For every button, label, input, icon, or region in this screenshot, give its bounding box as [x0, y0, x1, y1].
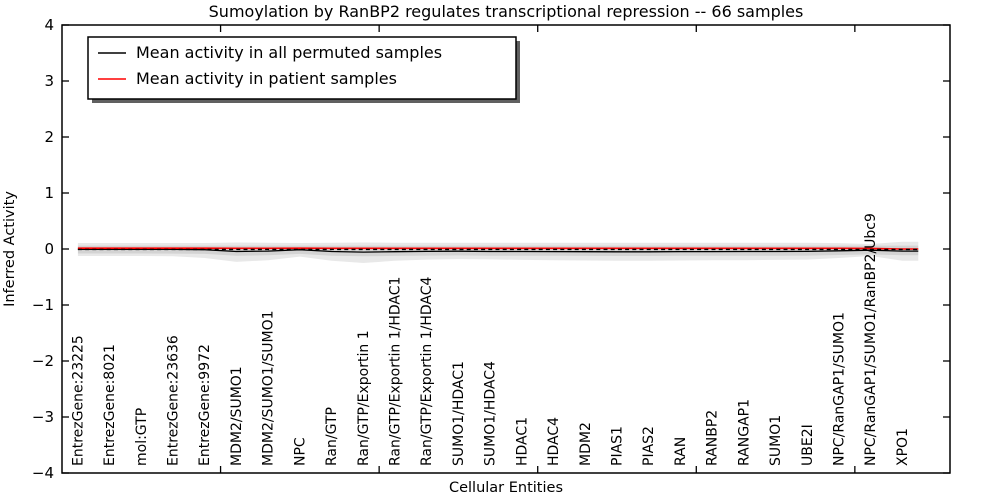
y-tick-labels: 4 3 2 1 0 −1 −2 −3 −4 [32, 16, 54, 482]
y-tick-label: −1 [32, 296, 54, 314]
mean-permuted-line [77, 248, 919, 253]
x-category-label: HDAC1 [514, 417, 530, 466]
confidence-band-outer [77, 241, 919, 263]
x-category-label: SUMO1/HDAC4 [483, 361, 499, 466]
x-category-label: RANBP2 [705, 410, 721, 466]
legend-patient-label: Mean activity in patient samples [136, 69, 397, 88]
x-category-label: PIAS1 [610, 426, 626, 466]
x-category-label: SUMO1/HDAC1 [451, 361, 467, 466]
x-category-label: mol:GTP [134, 408, 150, 466]
chart-title: Sumoylation by RanBP2 regulates transcri… [209, 2, 804, 21]
y-tick-label: 4 [44, 16, 54, 34]
x-category-label: Ran/GTP/Exportin 1 [356, 330, 372, 466]
x-category-labels: EntrezGene:23225 EntrezGene:8021 mol:GTP En… [70, 213, 911, 466]
legend-permuted-label: Mean activity in all permuted samples [136, 43, 442, 62]
y-tick-label: −3 [32, 408, 54, 426]
mean-patient-line [77, 247, 919, 250]
x-category-label: EntrezGene:9972 [197, 344, 213, 466]
x-category-label: RANGAP1 [736, 399, 752, 466]
y-tick-label: 0 [44, 240, 54, 258]
x-category-label: NPC/RanGAP1/SUMO1 [832, 312, 848, 466]
x-category-label: NPC/RanGAP1/SUMO1/RanBP2/Ubc9 [863, 213, 879, 466]
x-category-label: RAN [673, 437, 689, 466]
x-category-label: Ran/GTP [324, 407, 340, 466]
x-category-label: EntrezGene:23225 [70, 335, 86, 466]
y-tick-label: −4 [32, 464, 54, 482]
y-tick-label: 2 [44, 128, 54, 146]
y-tick-label: 3 [44, 72, 54, 90]
x-category-label: UBE2I [800, 424, 816, 466]
y-tick-label: −2 [32, 352, 54, 370]
x-category-label: MDM2/SUMO1/SUMO1 [261, 310, 277, 466]
x-category-label: MDM2 [578, 422, 594, 466]
legend: Mean activity in all permuted samples Me… [87, 36, 520, 103]
x-category-label: XPO1 [895, 428, 911, 466]
x-category-label: MDM2/SUMO1 [229, 366, 245, 466]
x-category-label: Ran/GTP/Exportin 1/HDAC4 [419, 277, 435, 466]
x-category-label: NPC [292, 437, 308, 466]
x-category-label: HDAC4 [546, 417, 562, 466]
x-category-label: PIAS2 [641, 426, 657, 466]
y-tick-label: 1 [44, 184, 54, 202]
x-category-label: SUMO1 [768, 415, 784, 466]
x-axis-label: Cellular Entities [449, 480, 563, 496]
x-axis-ticks [219, 25, 856, 473]
x-category-label: Ran/GTP/Exportin 1/HDAC1 [388, 277, 404, 466]
legend-box [87, 36, 517, 100]
y-axis-ticks [62, 24, 950, 474]
x-category-label: EntrezGene:8021 [102, 344, 118, 466]
y-axis-label: Inferred Activity [2, 191, 18, 307]
x-category-label: EntrezGene:23636 [166, 335, 182, 466]
